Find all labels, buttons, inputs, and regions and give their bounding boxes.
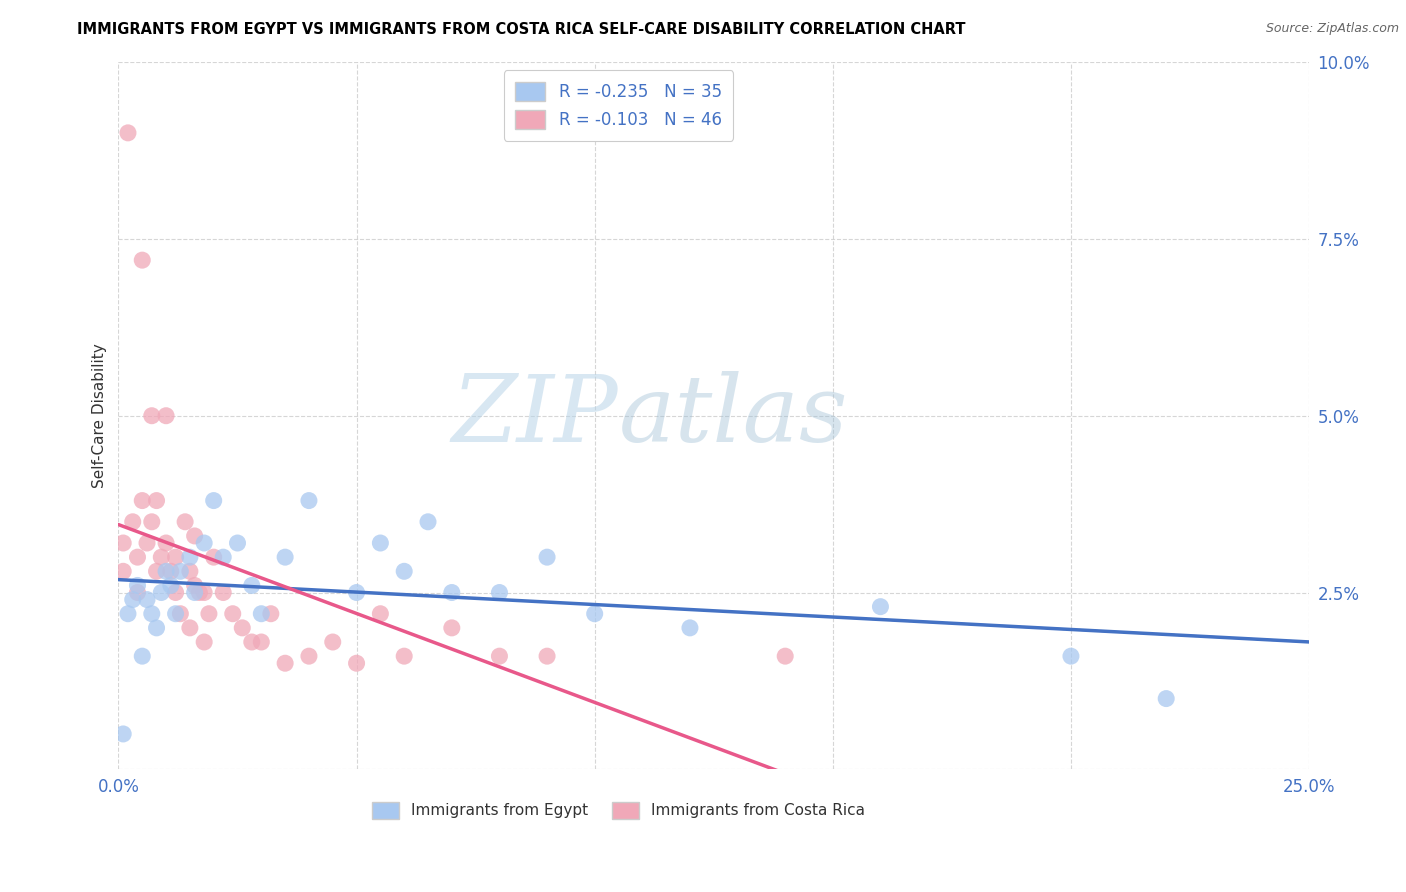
Point bbox=[183, 585, 205, 599]
Point bbox=[141, 607, 163, 621]
Point bbox=[212, 585, 235, 599]
Point bbox=[212, 550, 235, 565]
Point bbox=[179, 621, 201, 635]
Point bbox=[127, 585, 149, 599]
Point bbox=[145, 493, 167, 508]
Point bbox=[392, 649, 415, 664]
Point bbox=[773, 649, 796, 664]
Point bbox=[141, 515, 163, 529]
Point bbox=[165, 607, 187, 621]
Point bbox=[679, 621, 702, 635]
Point bbox=[174, 515, 197, 529]
Point bbox=[165, 550, 187, 565]
Point bbox=[298, 493, 321, 508]
Point bbox=[226, 536, 249, 550]
Point bbox=[169, 564, 191, 578]
Point bbox=[488, 585, 510, 599]
Point bbox=[136, 536, 159, 550]
Point bbox=[121, 592, 143, 607]
Point bbox=[202, 493, 225, 508]
Point bbox=[136, 592, 159, 607]
Point bbox=[370, 536, 392, 550]
Point bbox=[112, 727, 135, 741]
Point bbox=[179, 564, 201, 578]
Point bbox=[583, 607, 606, 621]
Point bbox=[231, 621, 253, 635]
Y-axis label: Self-Care Disability: Self-Care Disability bbox=[93, 343, 107, 488]
Point bbox=[222, 607, 245, 621]
Point bbox=[869, 599, 891, 614]
Point bbox=[145, 621, 167, 635]
Point bbox=[250, 607, 273, 621]
Point bbox=[179, 550, 201, 565]
Point bbox=[141, 409, 163, 423]
Point bbox=[346, 657, 368, 671]
Point bbox=[165, 585, 187, 599]
Point bbox=[150, 585, 173, 599]
Point bbox=[298, 649, 321, 664]
Point bbox=[1154, 691, 1177, 706]
Point bbox=[274, 550, 297, 565]
Point bbox=[240, 635, 263, 649]
Point bbox=[112, 536, 135, 550]
Point bbox=[416, 515, 439, 529]
Point bbox=[127, 578, 149, 592]
Point bbox=[260, 607, 283, 621]
Point bbox=[155, 564, 177, 578]
Point bbox=[536, 550, 558, 565]
Point bbox=[127, 550, 149, 565]
Point bbox=[160, 578, 183, 592]
Point bbox=[274, 657, 297, 671]
Point bbox=[117, 607, 139, 621]
Point bbox=[183, 529, 205, 543]
Point bbox=[250, 635, 273, 649]
Text: Source: ZipAtlas.com: Source: ZipAtlas.com bbox=[1265, 22, 1399, 36]
Point bbox=[188, 585, 211, 599]
Point bbox=[488, 649, 510, 664]
Point bbox=[370, 607, 392, 621]
Text: ZIP: ZIP bbox=[451, 371, 619, 461]
Point bbox=[392, 564, 415, 578]
Point bbox=[112, 564, 135, 578]
Point bbox=[193, 635, 215, 649]
Point bbox=[121, 515, 143, 529]
Point bbox=[193, 536, 215, 550]
Point bbox=[198, 607, 221, 621]
Point bbox=[155, 409, 177, 423]
Point bbox=[145, 564, 167, 578]
Point bbox=[150, 550, 173, 565]
Point bbox=[160, 564, 183, 578]
Point bbox=[1060, 649, 1083, 664]
Legend: Immigrants from Egypt, Immigrants from Costa Rica: Immigrants from Egypt, Immigrants from C… bbox=[366, 796, 872, 825]
Point bbox=[440, 585, 463, 599]
Point bbox=[131, 253, 153, 268]
Point bbox=[536, 649, 558, 664]
Point bbox=[169, 607, 191, 621]
Point bbox=[117, 126, 139, 140]
Point bbox=[155, 536, 177, 550]
Text: IMMIGRANTS FROM EGYPT VS IMMIGRANTS FROM COSTA RICA SELF-CARE DISABILITY CORRELA: IMMIGRANTS FROM EGYPT VS IMMIGRANTS FROM… bbox=[77, 22, 966, 37]
Point bbox=[183, 578, 205, 592]
Point bbox=[440, 621, 463, 635]
Point bbox=[131, 649, 153, 664]
Point bbox=[240, 578, 263, 592]
Point bbox=[202, 550, 225, 565]
Point bbox=[346, 585, 368, 599]
Text: atlas: atlas bbox=[619, 371, 848, 461]
Point bbox=[131, 493, 153, 508]
Point bbox=[322, 635, 344, 649]
Point bbox=[193, 585, 215, 599]
